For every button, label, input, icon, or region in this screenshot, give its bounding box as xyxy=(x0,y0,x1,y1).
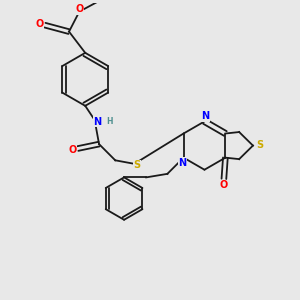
Text: N: N xyxy=(178,158,186,168)
Text: N: N xyxy=(94,117,102,127)
Text: O: O xyxy=(35,19,44,29)
Text: O: O xyxy=(68,145,77,155)
Text: H: H xyxy=(107,117,113,126)
Text: O: O xyxy=(220,180,228,190)
Text: S: S xyxy=(256,140,263,150)
Text: S: S xyxy=(133,160,140,170)
Text: N: N xyxy=(201,111,209,121)
Text: O: O xyxy=(75,4,83,14)
